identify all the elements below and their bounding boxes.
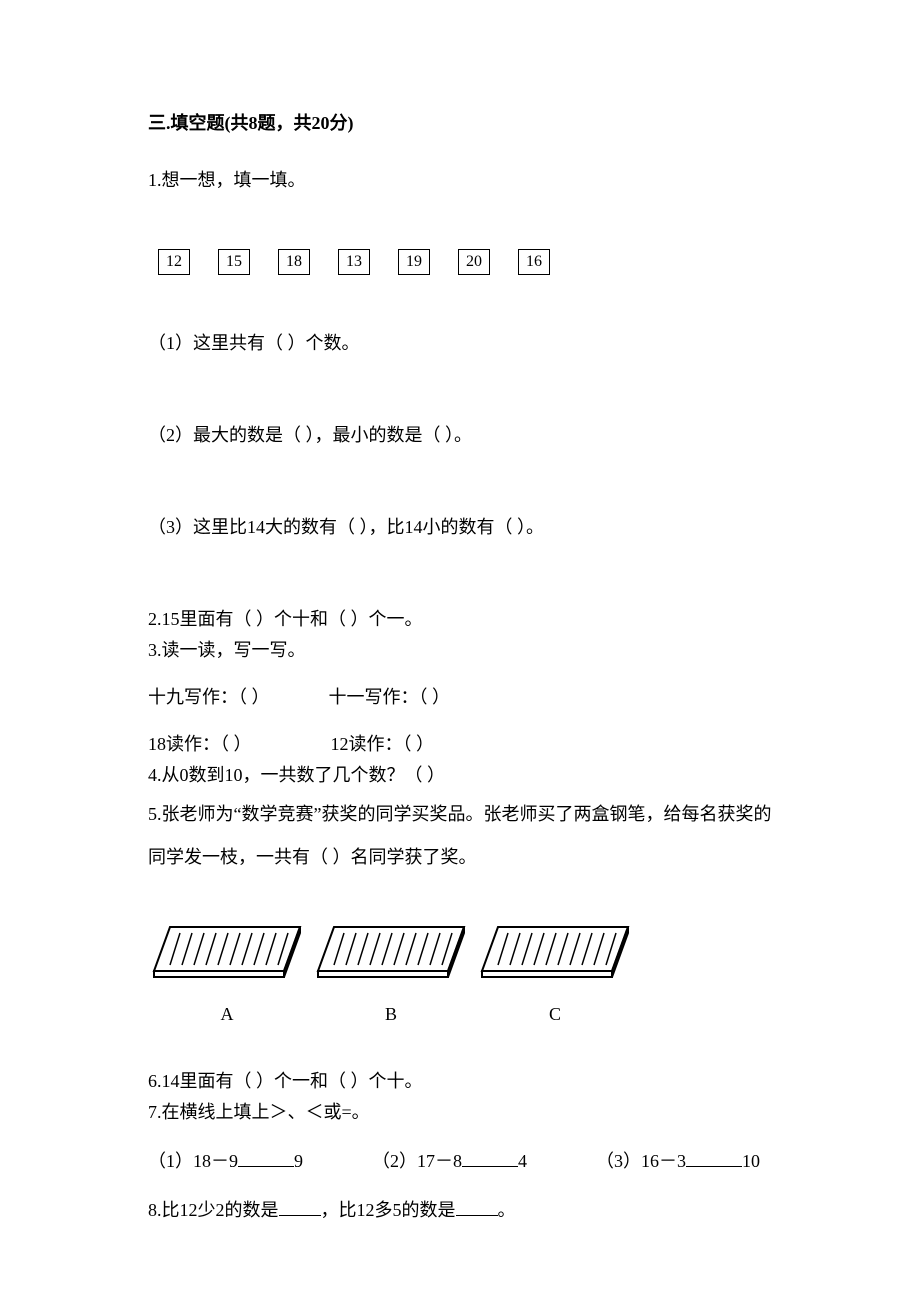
q7-item2-prefix: （2）17－8 — [372, 1151, 462, 1171]
blank-underline — [462, 1150, 518, 1167]
number-box: 18 — [278, 249, 310, 275]
q8-part1: 8.比12少2的数是 — [148, 1200, 279, 1220]
q5-pen-boxes: A B — [148, 919, 772, 1028]
q7-item1-suffix: 9 — [294, 1151, 303, 1171]
q2-text: 2.15里面有（ ）个十和（ ）个一。 — [148, 606, 772, 633]
number-box: 19 — [398, 249, 430, 275]
q3-line1: 十九写作：（ ） 十一写作：（ ） — [148, 684, 772, 711]
number-box: 20 — [458, 249, 490, 275]
q8-part3: 。 — [498, 1200, 516, 1220]
number-box: 16 — [518, 249, 550, 275]
q1-number-boxes: 12 15 18 13 19 20 16 — [158, 249, 772, 275]
blank-underline — [456, 1199, 498, 1216]
blank-underline — [686, 1150, 742, 1167]
q3-line1b: 十一写作：（ ） — [329, 687, 451, 707]
q3-line1a: 十九写作：（ ） — [148, 687, 270, 707]
blank-underline — [238, 1150, 294, 1167]
q7-item3-prefix: （3）16－3 — [596, 1151, 686, 1171]
pen-box-a-label: A — [221, 1001, 234, 1028]
q8: 8.比12少2的数是 ，比12多5的数是 。 — [148, 1197, 772, 1224]
q5-text: 5.张老师为“数学竞赛”获奖的同学买奖品。张老师买了两盒钢笔，给每名获奖的同学发… — [148, 793, 772, 879]
q8-part2: ，比12多5的数是 — [321, 1200, 456, 1220]
q1-sub3: （3）这里比14大的数有（ ），比14小的数有（ ）。 — [148, 514, 772, 541]
q7-item3-suffix: 10 — [742, 1151, 760, 1171]
pen-box-b-label: B — [385, 1001, 397, 1028]
number-box: 12 — [158, 249, 190, 275]
q6-text: 6.14里面有（ ）个一和（ ）个十。 — [148, 1068, 772, 1095]
pen-box-c-label: C — [549, 1001, 561, 1028]
number-box: 13 — [338, 249, 370, 275]
blank-underline — [279, 1199, 321, 1216]
number-box: 15 — [218, 249, 250, 275]
q4-text: 4.从0数到10，一共数了几个数？（ ） — [148, 762, 772, 789]
worksheet-page: 三.填空题(共8题，共20分) 1.想一想，填一填。 12 15 18 13 1… — [0, 0, 920, 1284]
pen-box-icon — [316, 919, 466, 979]
pen-box-icon — [152, 919, 302, 979]
q1-title: 1.想一想，填一填。 — [148, 167, 772, 194]
q3-title: 3.读一读，写一写。 — [148, 637, 772, 664]
pen-box-icon — [480, 919, 630, 979]
q7-item1-prefix: （1）18－9 — [148, 1151, 238, 1171]
q7-title: 7.在横线上填上＞、＜或=。 — [148, 1099, 772, 1126]
q7-item2-suffix: 4 — [518, 1151, 527, 1171]
q1-sub2: （2）最大的数是（ ），最小的数是（ ）。 — [148, 422, 772, 449]
q1-sub1: （1）这里共有（ ）个数。 — [148, 330, 772, 357]
pen-box-a: A — [152, 919, 302, 1028]
section-title: 三.填空题(共8题，共20分) — [148, 110, 772, 137]
q3-line2: 18读作：（ ） 12读作：（ ） — [148, 731, 772, 758]
pen-box-b: B — [316, 919, 466, 1028]
q3-line2a: 18读作：（ ） — [148, 734, 252, 754]
q7-items: （1）18－9 9 （2）17－8 4 （3）16－3 10 — [148, 1146, 772, 1177]
q3-line2b: 12读作：（ ） — [331, 734, 435, 754]
pen-box-c: C — [480, 919, 630, 1028]
